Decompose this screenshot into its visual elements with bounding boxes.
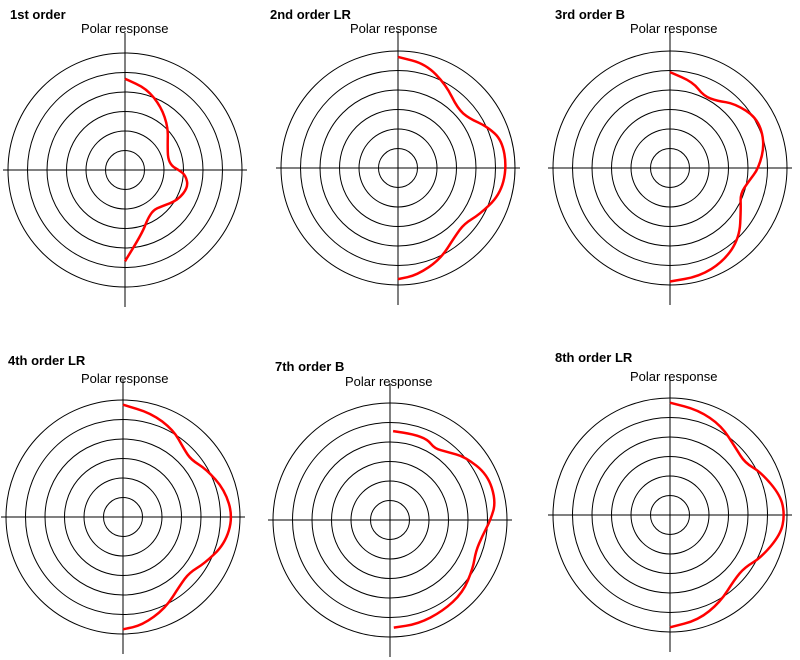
panel-title: 1st order bbox=[10, 7, 66, 22]
panel-title: 3rd order B bbox=[555, 7, 626, 22]
plot-subtitle: Polar response bbox=[81, 21, 169, 36]
plot-subtitle: Polar response bbox=[350, 21, 438, 36]
panel-title: 7th order B bbox=[275, 359, 345, 374]
panel-title: 4th order LR bbox=[8, 353, 86, 368]
plot-subtitle: Polar response bbox=[81, 371, 169, 386]
response-curve bbox=[669, 401, 785, 629]
panel-title: 8th order LR bbox=[555, 350, 633, 365]
plot-subtitle: Polar response bbox=[345, 374, 433, 389]
response-curve bbox=[122, 403, 233, 631]
plot-subtitle: Polar response bbox=[630, 369, 718, 384]
response-curve bbox=[397, 55, 507, 281]
response-curve bbox=[392, 429, 496, 629]
plot-subtitle: Polar response bbox=[630, 21, 718, 36]
response-curve bbox=[669, 70, 765, 283]
panel-title: 2nd order LR bbox=[270, 7, 351, 22]
response-curve bbox=[123, 77, 189, 262]
